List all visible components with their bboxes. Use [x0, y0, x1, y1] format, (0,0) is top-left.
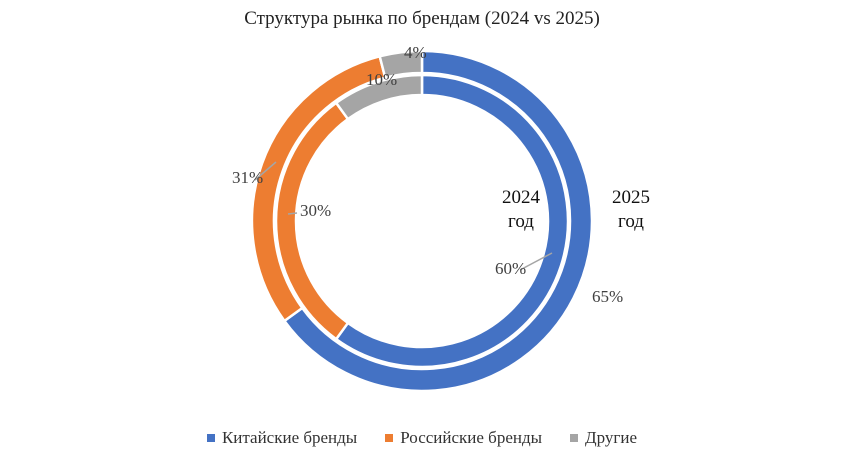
legend-label-other: Другие: [585, 428, 638, 447]
leader-line-2024-chinese: [519, 252, 553, 271]
legend-swatch-other: [570, 434, 579, 442]
leader-line-2024-russian: [287, 212, 298, 215]
label-2024-year: 2024: [502, 187, 540, 208]
legend-item-russian: Российские бренды: [385, 428, 542, 448]
label-2024: 2024 год: [486, 186, 556, 234]
data-label-2024-other: 10%: [366, 70, 397, 89]
label-2024-god: год: [508, 211, 534, 232]
legend-item-other: Другие: [570, 428, 637, 448]
chart-title: Структура рынка по брендам (2024 vs 2025…: [244, 8, 600, 29]
data-label-2024-chinese: 60%: [495, 259, 526, 278]
legend-swatch-chinese: [206, 434, 215, 442]
legend-item-chinese: Китайские бренды: [206, 428, 358, 448]
legend: Китайские бренды Российские бренды Други…: [0, 428, 844, 448]
data-label-2025-russian: 31%: [232, 168, 263, 187]
data-label-2024-russian: 30%: [300, 201, 331, 220]
slice-2024-other: [334, 73, 424, 121]
data-label-2025-other: 4%: [404, 43, 427, 62]
legend-swatch-russian: [385, 434, 394, 442]
label-2025: 2025 год: [596, 186, 666, 234]
label-2025-god: год: [618, 211, 644, 232]
label-2025-year: 2025: [612, 187, 650, 208]
data-label-2025-chinese: 65%: [592, 287, 623, 306]
legend-label-russian: Российские бренды: [400, 428, 543, 447]
slice-2025-other: [378, 49, 424, 80]
leader-line-2025-russian: [254, 161, 277, 181]
legend-label-chinese: Китайские бренды: [221, 428, 358, 447]
